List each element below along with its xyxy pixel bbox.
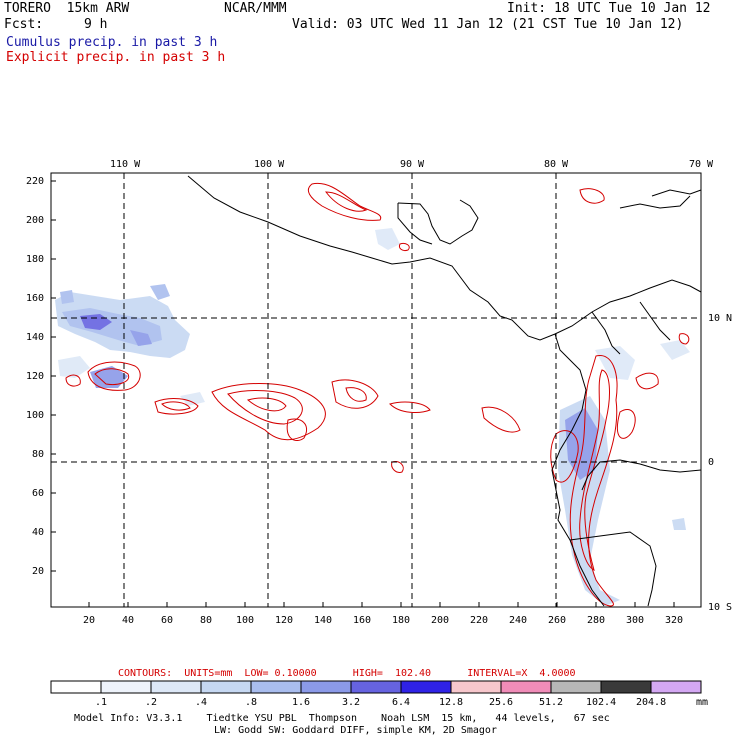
legend-swatch [600, 680, 652, 694]
legend-swatch [250, 680, 302, 694]
x-tick-200: 200 [431, 615, 450, 626]
lon-label-70w: 70 W [689, 159, 714, 170]
legend-swatch [200, 680, 252, 694]
x-tick-260: 260 [548, 615, 567, 626]
legend-label: .2 [145, 697, 158, 708]
legend-swatch [150, 680, 202, 694]
legend-label: .8 [245, 697, 258, 708]
y-tick-220: 220 [26, 176, 45, 187]
legend-label: 204.8 [636, 697, 667, 708]
field-title-cumulus: Cumulus precip. in past 3 h [6, 35, 218, 50]
y-tick-120: 120 [26, 371, 45, 382]
x-tick-100: 100 [236, 615, 255, 626]
x-tick-60: 60 [161, 615, 174, 626]
legend-label: 51.2 [539, 697, 564, 708]
model-name: TORERO 15km ARW [4, 1, 130, 16]
lat-label-10n: 10 N [708, 313, 733, 324]
legend-swatch [400, 680, 452, 694]
lat-lon-grid [51, 173, 701, 607]
y-tick-180: 180 [26, 254, 45, 265]
lon-label-90w: 90 W [400, 159, 425, 170]
lon-label-110w: 110 W [110, 159, 141, 170]
y-tick-40: 40 [32, 527, 45, 538]
x-tick-220: 220 [470, 615, 489, 626]
x-tick-240: 240 [509, 615, 528, 626]
legend-swatch [500, 680, 552, 694]
y-tick-140: 140 [26, 332, 45, 343]
legend-label: .1 [95, 697, 108, 708]
init-time: Init: 18 UTC Tue 10 Jan 12 [507, 1, 711, 16]
y-tick-200: 200 [26, 215, 45, 226]
x-tick-320: 320 [665, 615, 684, 626]
legend-label: 25.6 [489, 697, 514, 708]
lat-label-0: 0 [708, 457, 715, 468]
x-tick-80: 80 [200, 615, 213, 626]
x-tick-140: 140 [314, 615, 333, 626]
x-tick-160: 160 [353, 615, 372, 626]
legend-label: .4 [195, 697, 208, 708]
legend-label: 6.4 [392, 697, 411, 708]
x-tick-280: 280 [587, 615, 606, 626]
y-tick-100: 100 [26, 410, 45, 421]
frame-ticks [51, 180, 675, 607]
y-tick-80: 80 [32, 449, 45, 460]
x-tick-180: 180 [392, 615, 411, 626]
legend-swatch [50, 680, 102, 694]
color-legend [50, 680, 702, 694]
field-title-explicit: Explicit precip. in past 3 h [6, 50, 226, 65]
legend-swatch [300, 680, 352, 694]
model-info-line2: LW: Godd SW: Goddard DIFF, simple KM, 2D… [214, 725, 497, 736]
legend-swatch [350, 680, 402, 694]
valid-time: Valid: 03 UTC Wed 11 Jan 12 (21 CST Tue … [292, 17, 684, 32]
map-frame [50, 172, 702, 608]
explicit-precip-contours [65, 182, 690, 607]
legend-unit: mm [696, 697, 709, 708]
x-tick-40: 40 [122, 615, 135, 626]
legend-label: 102.4 [586, 697, 617, 708]
legend-swatch [550, 680, 602, 694]
y-tick-20: 20 [32, 566, 45, 577]
organization: NCAR/MMM [224, 1, 287, 16]
forecast-label: Fcst: [4, 17, 44, 32]
forecast-hour: 9 h [84, 17, 108, 32]
lon-label-80w: 80 W [544, 159, 569, 170]
legend-label: 12.8 [439, 697, 464, 708]
legend-swatch [100, 680, 152, 694]
legend-label: 3.2 [342, 697, 361, 708]
model-info-line1: Model Info: V3.3.1 Tiedtke YSU PBL Thomp… [74, 713, 610, 724]
y-tick-60: 60 [32, 488, 45, 499]
cumulus-precip-shading [55, 228, 690, 606]
x-tick-120: 120 [275, 615, 294, 626]
legend-swatch [450, 680, 502, 694]
x-tick-300: 300 [626, 615, 645, 626]
legend-swatch [650, 680, 702, 694]
lat-label-10s: 10 S [708, 602, 733, 613]
y-tick-160: 160 [26, 293, 45, 304]
contour-info: CONTOURS: UNITS=mm LOW= 0.10000 HIGH= 10… [118, 668, 576, 679]
legend-label: 1.6 [292, 697, 311, 708]
lon-label-100w: 100 W [254, 159, 285, 170]
x-tick-20: 20 [83, 615, 96, 626]
coastlines [187, 175, 702, 607]
